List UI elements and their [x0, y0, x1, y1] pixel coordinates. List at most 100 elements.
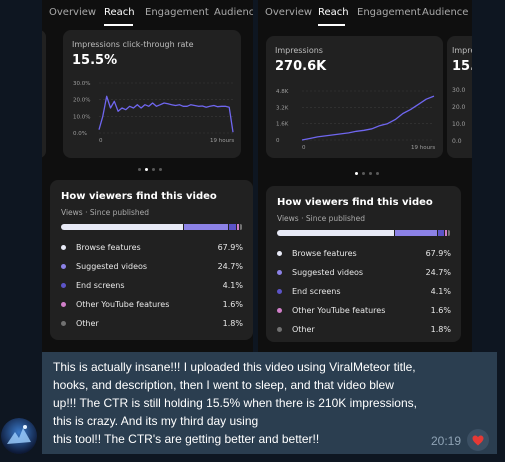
message-line: this tool!! The CTR's are getting better…	[53, 432, 320, 446]
next-card-tick: 30.0	[452, 87, 466, 94]
tab-overview[interactable]: Overview	[49, 7, 97, 18]
pager-dot[interactable]	[145, 168, 148, 171]
x-tick-label: 0	[302, 145, 306, 151]
traffic-share-segment	[395, 230, 437, 236]
traffic-source-row[interactable]: Other YouTube features 1.6%	[61, 300, 243, 312]
traffic-source-percent: 24.7%	[217, 262, 243, 271]
traffic-share-segment	[437, 230, 445, 236]
traffic-source-row[interactable]: Browse features 67.9%	[277, 249, 451, 261]
message-line: this is crazy. And its my third day usin…	[53, 414, 259, 428]
traffic-share-segment	[239, 224, 242, 230]
traffic-source-row[interactable]: Suggested videos 24.7%	[277, 268, 451, 280]
traffic-sources-title: How viewers find this video	[61, 191, 217, 202]
next-metric-card[interactable]: Impre 15.5 30.0 20.0 10.0 0.0	[447, 36, 472, 158]
next-card-label: Impre	[452, 46, 472, 55]
traffic-source-row[interactable]: End screens 4.1%	[277, 287, 451, 299]
traffic-source-percent: 1.6%	[430, 306, 451, 315]
x-tick-label: 19 hours	[411, 145, 435, 151]
active-tab-indicator	[104, 24, 133, 26]
tab-engagement[interactable]: Engagement	[145, 7, 209, 18]
traffic-source-percent: 1.8%	[222, 319, 243, 328]
y-tick-label: 0.0%	[73, 131, 87, 137]
message-text: This is actually insane!!! I uploaded th…	[53, 358, 488, 448]
next-card-tick: 20.0	[452, 104, 466, 111]
pager-dot[interactable]	[362, 172, 365, 175]
traffic-source-row[interactable]: Suggested videos 24.7%	[61, 262, 243, 274]
traffic-share-bar	[277, 230, 451, 236]
legend-bullet-icon	[61, 283, 66, 288]
traffic-source-percent: 4.1%	[222, 281, 243, 290]
traffic-share-segment	[277, 230, 395, 236]
sender-avatar[interactable]	[1, 418, 37, 454]
pager-dot[interactable]	[355, 172, 358, 175]
heart-reaction[interactable]	[467, 429, 489, 451]
x-tick-label: 0	[99, 138, 103, 144]
analytics-tabs: Overview Reach Engagement Audience	[42, 0, 253, 26]
carousel-pager[interactable]	[355, 172, 379, 175]
heart-icon	[472, 435, 484, 445]
traffic-source-name: End screens	[292, 287, 341, 296]
traffic-share-segment	[236, 224, 239, 230]
message-line: This is actually insane!!! I uploaded th…	[53, 360, 416, 374]
y-tick-label: 20.0%	[73, 98, 90, 104]
traffic-source-name: Other YouTube features	[292, 306, 386, 315]
traffic-source-name: Other	[76, 319, 99, 328]
series-line	[301, 95, 435, 141]
pager-dot[interactable]	[369, 172, 372, 175]
impressions-card-label: Impressions	[275, 46, 323, 55]
pager-dot[interactable]	[152, 168, 155, 171]
ctr-card-value: 15.5%	[72, 53, 118, 68]
message-time: 20:19	[430, 434, 461, 448]
tab-overview[interactable]: Overview	[265, 7, 313, 18]
active-tab-indicator	[318, 24, 345, 26]
right-analytics-screenshot: Overview Reach Engagement Audience Impre…	[258, 0, 472, 352]
pager-dot[interactable]	[159, 168, 162, 171]
traffic-source-name: Suggested videos	[76, 262, 148, 271]
y-tick-label: 1.6K	[276, 122, 289, 128]
carousel-pager[interactable]	[138, 168, 162, 171]
y-tick-label: 0	[276, 138, 280, 144]
chat-message-bubble[interactable]: This is actually insane!!! I uploaded th…	[42, 352, 497, 454]
impressions-line-chart: 0 1.6K 3.2K 4.8K 0 19 hours	[276, 89, 435, 151]
tab-reach[interactable]: Reach	[318, 7, 349, 18]
tab-audience[interactable]: Audience	[214, 7, 253, 18]
next-card-tick: 0.0	[452, 138, 462, 145]
traffic-source-name: Browse features	[76, 243, 141, 252]
traffic-source-row[interactable]: Other 1.8%	[277, 325, 451, 337]
y-tick-label: 10.0%	[73, 114, 90, 120]
pager-dot[interactable]	[376, 172, 379, 175]
traffic-sources-card: How viewers find this video Views · Since…	[50, 180, 253, 340]
traffic-source-row[interactable]: Browse features 67.9%	[61, 243, 243, 255]
legend-bullet-icon	[277, 289, 282, 294]
traffic-source-row[interactable]: Other 1.8%	[61, 319, 243, 331]
legend-bullet-icon	[277, 251, 282, 256]
next-card-tick: 10.0	[452, 121, 466, 128]
x-tick-label: 19 hours	[210, 138, 234, 144]
previous-metric-card[interactable]	[42, 30, 46, 158]
impressions-metric-card[interactable]: Impressions 270.6K 0 1.6K 3.2K 4.8K 0 19 hour…	[266, 36, 443, 158]
legend-bullet-icon	[61, 302, 66, 307]
y-tick-label: 4.8K	[276, 89, 289, 95]
ctr-metric-card[interactable]: Impressions click-through rate 15.5% 0.0…	[63, 30, 241, 158]
left-analytics-screenshot: Overview Reach Engagement Audience Impre…	[42, 0, 253, 352]
tab-reach[interactable]: Reach	[104, 7, 135, 18]
analytics-tabs: Overview Reach Engagement Audience	[258, 0, 472, 26]
y-tick-label: 3.2K	[276, 105, 289, 111]
legend-bullet-icon	[61, 245, 66, 250]
traffic-share-segment	[184, 224, 229, 230]
traffic-source-row[interactable]: End screens 4.1%	[61, 281, 243, 293]
traffic-source-percent: 67.9%	[217, 243, 243, 252]
traffic-source-percent: 1.8%	[430, 325, 451, 334]
message-line: hooks, and description, then I went to s…	[53, 378, 394, 392]
ctr-line-chart: 0.0% 10.0% 20.0% 30.0% 0 19 hours	[73, 81, 234, 144]
pager-dot[interactable]	[138, 168, 141, 171]
traffic-source-row[interactable]: Other YouTube features 1.6%	[277, 306, 451, 318]
traffic-sources-title: How viewers find this video	[277, 197, 433, 208]
tab-audience[interactable]: Audience	[422, 7, 469, 18]
traffic-source-percent: 1.6%	[222, 300, 243, 309]
ctr-card-label: Impressions click-through rate	[72, 40, 194, 49]
traffic-source-name: Other	[292, 325, 315, 334]
tab-engagement[interactable]: Engagement	[357, 7, 421, 18]
traffic-source-percent: 24.7%	[425, 268, 451, 277]
impressions-card-value: 270.6K	[275, 59, 327, 74]
